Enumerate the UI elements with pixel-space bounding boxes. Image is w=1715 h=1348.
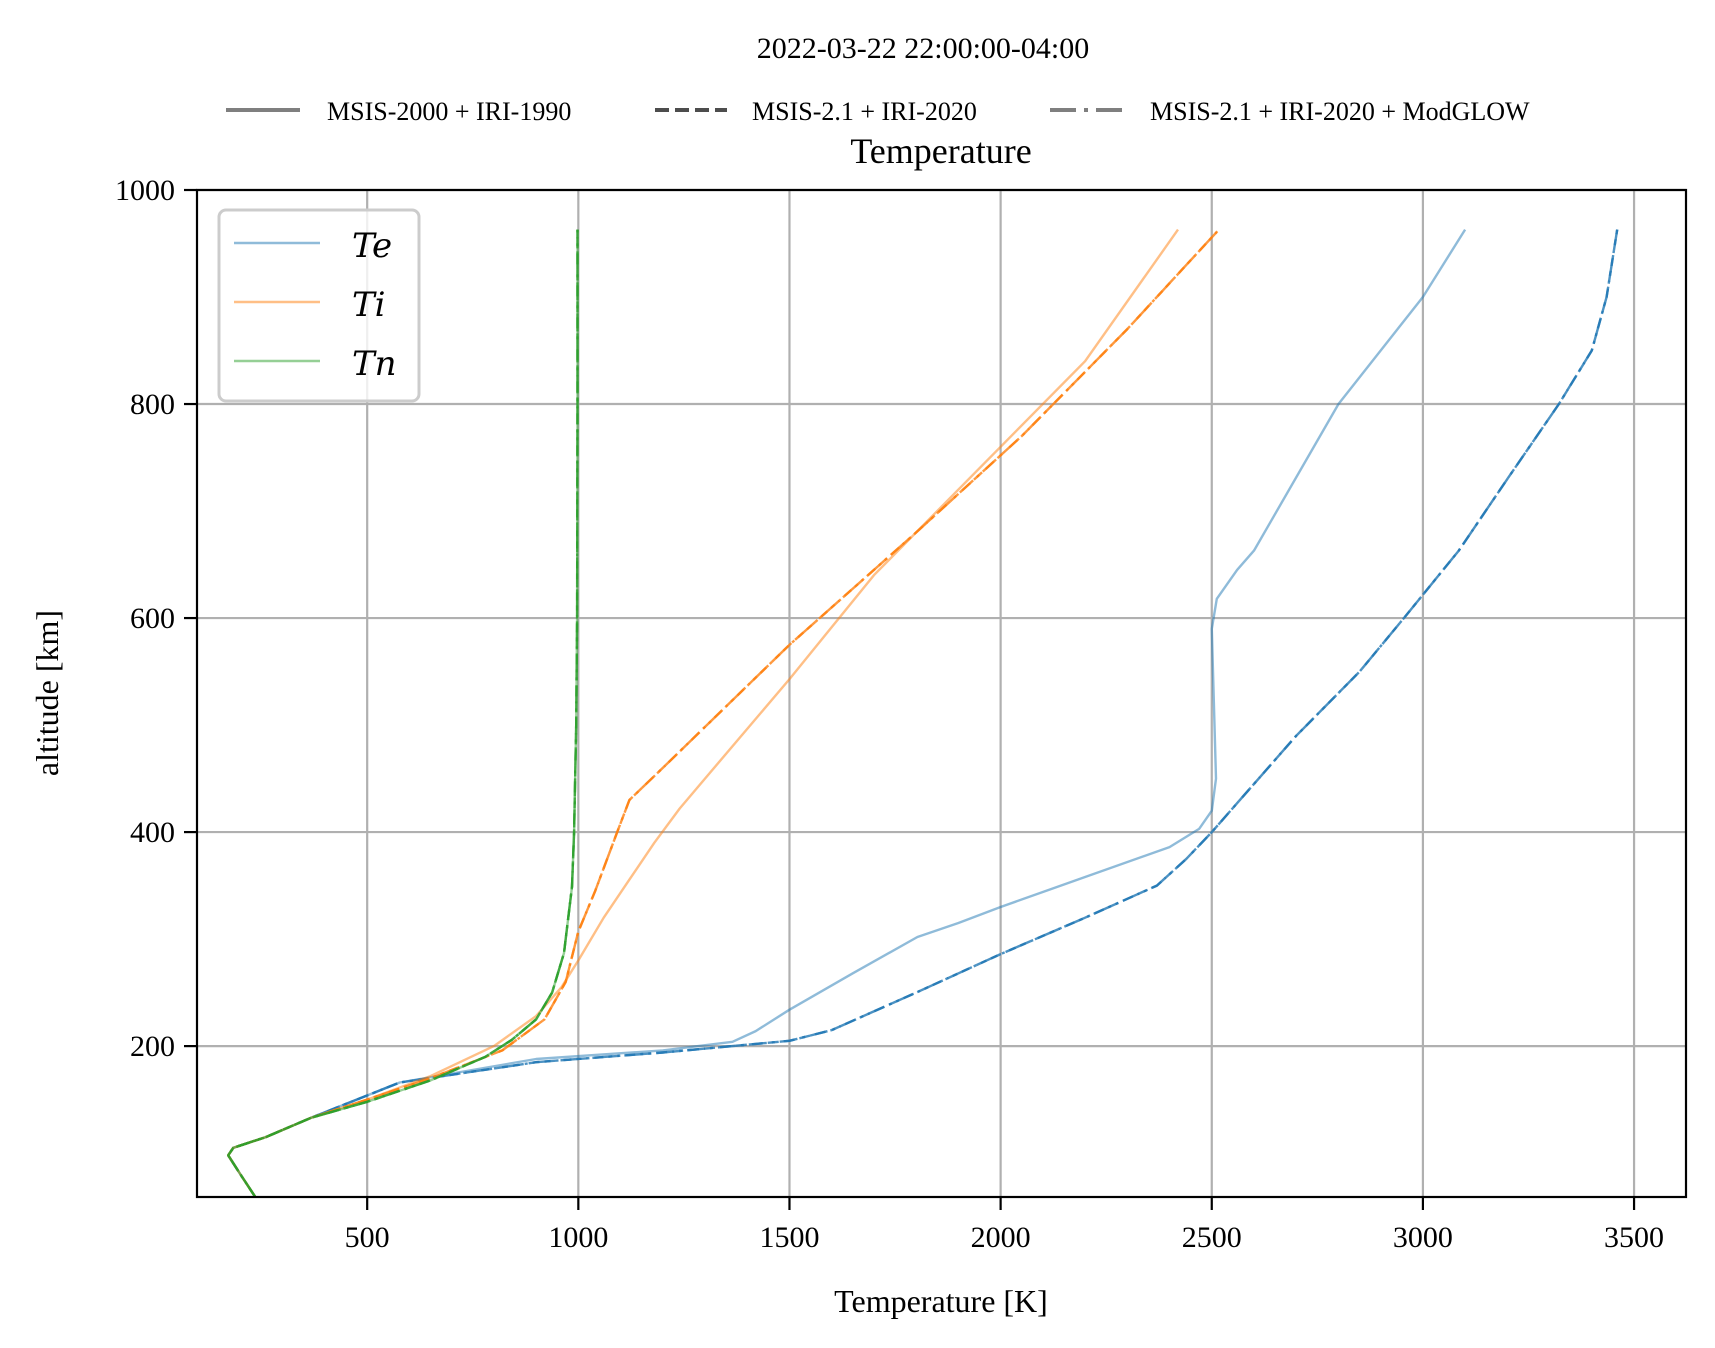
legend-label-msis21-iri2020: MSIS-2.1 + IRI-2020: [752, 97, 977, 126]
legend-label-tn: Tn: [352, 344, 397, 384]
x-tick-label: 2500: [1182, 1221, 1242, 1254]
legend-label-te: Te: [352, 226, 392, 266]
legend-label-ti: Ti: [352, 285, 386, 325]
legend-label-msis2000-iri1990: MSIS-2000 + IRI-1990: [327, 97, 571, 126]
x-tick-label: 2000: [971, 1221, 1031, 1254]
model-legend: MSIS-2000 + IRI-1990 MSIS-2.1 + IRI-2020…: [226, 97, 1530, 126]
x-tick-label: 3500: [1604, 1221, 1664, 1254]
x-axis-label: Temperature [K]: [834, 1283, 1048, 1319]
y-axis-label: altitude [km]: [29, 610, 65, 776]
y-tick-label: 200: [130, 1030, 175, 1063]
y-tick-label: 800: [130, 388, 175, 421]
x-tick-label: 3000: [1393, 1221, 1453, 1254]
axis-ticks: 500 1000 1500 2000 2500 3000 3500 200 400 600 800 1…: [115, 174, 1664, 1254]
x-tick-label: 1500: [759, 1221, 819, 1254]
x-tick-label: 500: [345, 1221, 390, 1254]
y-tick-label: 400: [130, 816, 175, 849]
curve-te-dashed: [227, 229, 1619, 1198]
figure-suptitle: 2022-03-22 22:00:00-04:00: [757, 32, 1089, 65]
y-tick-label: 1000: [115, 174, 175, 207]
legend-label-msis21-iri2020-modglow: MSIS-2.1 + IRI-2020 + ModGLOW: [1150, 97, 1530, 126]
curve-tn-dashdot: [227, 229, 579, 1198]
axes-frame: [195, 188, 1688, 1199]
species-legend: Te Ti Tn: [217, 208, 421, 403]
data-curves: [227, 228, 1619, 1198]
y-tick-label: 600: [130, 602, 175, 635]
x-tick-label: 1000: [548, 1221, 608, 1254]
legend-frame: [217, 208, 421, 403]
plot-area: [197, 190, 1686, 1197]
axes-title: Temperature: [850, 131, 1031, 171]
